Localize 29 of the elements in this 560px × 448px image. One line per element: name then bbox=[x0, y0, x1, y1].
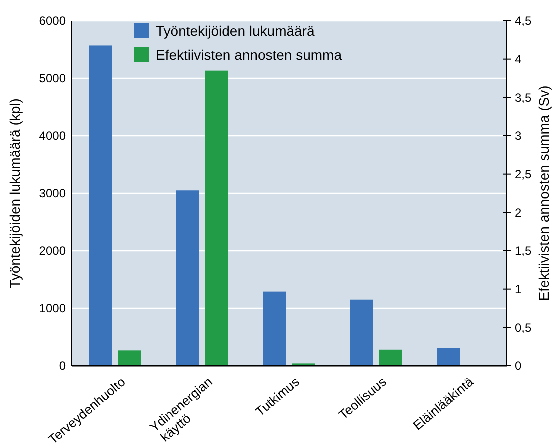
y-axis-title: Työntekijöiden lukumäärä (kpl) bbox=[7, 98, 23, 288]
y-tick-label: 6000 bbox=[39, 14, 66, 28]
bar bbox=[380, 350, 402, 366]
y2-tick-label: 0,5 bbox=[515, 320, 532, 335]
y2-tick-label: 1 bbox=[515, 282, 522, 297]
y-tick-label: 3000 bbox=[39, 186, 66, 201]
y2-tick-label: 3,5 bbox=[515, 90, 532, 105]
bar bbox=[90, 46, 112, 366]
bar bbox=[438, 348, 460, 366]
bar bbox=[176, 190, 200, 366]
y-tick-label: 1000 bbox=[39, 302, 66, 316]
legend-label: Työntekijöiden lukumäärä bbox=[156, 22, 315, 39]
bar bbox=[206, 70, 228, 366]
bar bbox=[350, 300, 374, 366]
y-tick-label: 0 bbox=[59, 359, 66, 374]
y-tick-label: 4000 bbox=[39, 129, 66, 144]
y2-tick-label: 4 bbox=[515, 52, 522, 67]
y-tick-label: 2000 bbox=[39, 244, 66, 258]
bar bbox=[264, 292, 286, 366]
y-tick-label: 5000 bbox=[39, 72, 66, 86]
y2-tick-label: 3 bbox=[515, 129, 522, 144]
legend-label: Efektiivisten annosten summa bbox=[156, 46, 342, 63]
bar bbox=[118, 350, 142, 366]
y2-axis-title: Efektiivisten annosten summa (Sv) bbox=[536, 86, 552, 302]
y2-tick-label: 2,5 bbox=[515, 168, 532, 182]
y2-tick-label: 4,5 bbox=[515, 14, 532, 28]
y2-tick-label: 0 bbox=[515, 359, 522, 374]
y2-tick-label: 1,5 bbox=[515, 244, 532, 258]
y2-tick-label: 2 bbox=[515, 206, 522, 220]
